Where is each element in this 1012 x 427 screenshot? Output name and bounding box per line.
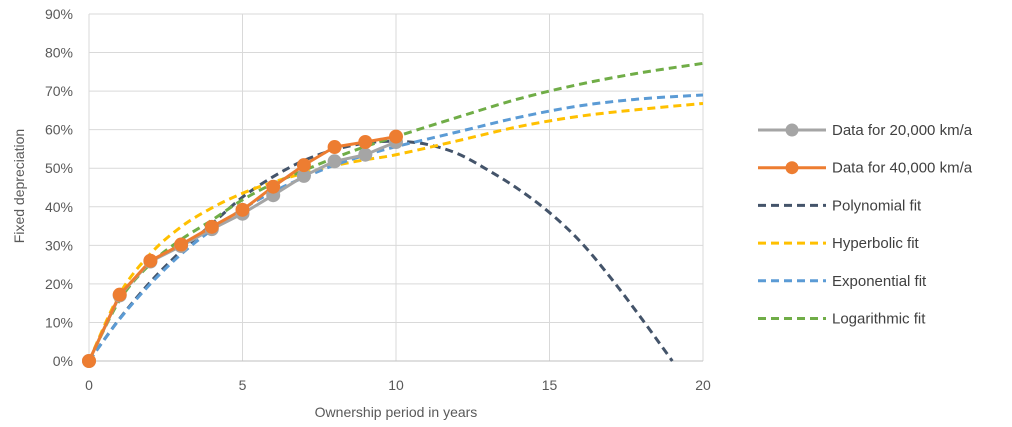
data-point <box>266 179 281 194</box>
data-point <box>143 253 158 268</box>
data-point <box>327 154 342 169</box>
y-tick-label: 40% <box>45 199 73 215</box>
y-tick-label: 90% <box>45 6 73 22</box>
y-axis-title: Fixed depreciation <box>11 129 27 243</box>
data-point <box>389 129 403 144</box>
y-tick-label: 30% <box>45 237 73 253</box>
y-tick-label: 60% <box>45 122 73 138</box>
legend-item: Data for 20,000 km/a <box>758 122 973 139</box>
series-line-exponential-fit <box>87 93 703 362</box>
data-point <box>358 135 373 150</box>
y-tick-label: 10% <box>45 314 73 330</box>
data-point <box>112 287 127 302</box>
x-tick-label: 10 <box>388 377 404 393</box>
legend-item: Exponential fit <box>758 273 927 290</box>
y-tick-label: 70% <box>45 83 73 99</box>
y-tick-label: 50% <box>45 160 73 176</box>
legend-label: Exponential fit <box>832 273 927 290</box>
legend-item: Logarithmic fit <box>758 311 926 328</box>
data-point <box>174 237 189 252</box>
legend-marker <box>785 161 799 175</box>
data-point <box>296 158 311 173</box>
data-markers <box>82 129 403 368</box>
legend-item: Data for 40,000 km/a <box>758 160 973 177</box>
data-point <box>358 147 373 162</box>
legend: Data for 20,000 km/a Data for 40,000 km/a… <box>758 122 973 328</box>
legend-marker <box>785 123 799 137</box>
data-point <box>327 140 342 155</box>
y-tick-label: 20% <box>45 276 73 292</box>
legend-label: Data for 40,000 km/a <box>832 160 973 177</box>
x-tick-label: 15 <box>542 377 558 393</box>
data-point <box>82 354 96 368</box>
data-point <box>204 219 219 234</box>
x-axis-title: Ownership period in years <box>315 404 478 420</box>
legend-label: Data for 20,000 km/a <box>832 122 973 139</box>
x-tick-label: 0 <box>85 377 93 393</box>
x-tick-label: 5 <box>239 377 247 393</box>
legend-label: Logarithmic fit <box>832 311 926 328</box>
gridlines <box>88 13 704 362</box>
y-tick-label: 0% <box>53 353 73 369</box>
tick-labels: 0% 10% 20% 30% 40% 50% 60% 70% 80% 90% 0 5 10 15 20 <box>45 6 711 393</box>
legend-item: Polynomial fit <box>758 197 922 214</box>
x-tick-label: 20 <box>695 377 711 393</box>
y-tick-label: 80% <box>45 45 73 61</box>
legend-item: Hyperbolic fit <box>758 235 920 252</box>
legend-label: Hyperbolic fit <box>832 235 920 252</box>
data-point <box>235 202 250 217</box>
legend-label: Polynomial fit <box>832 197 922 214</box>
